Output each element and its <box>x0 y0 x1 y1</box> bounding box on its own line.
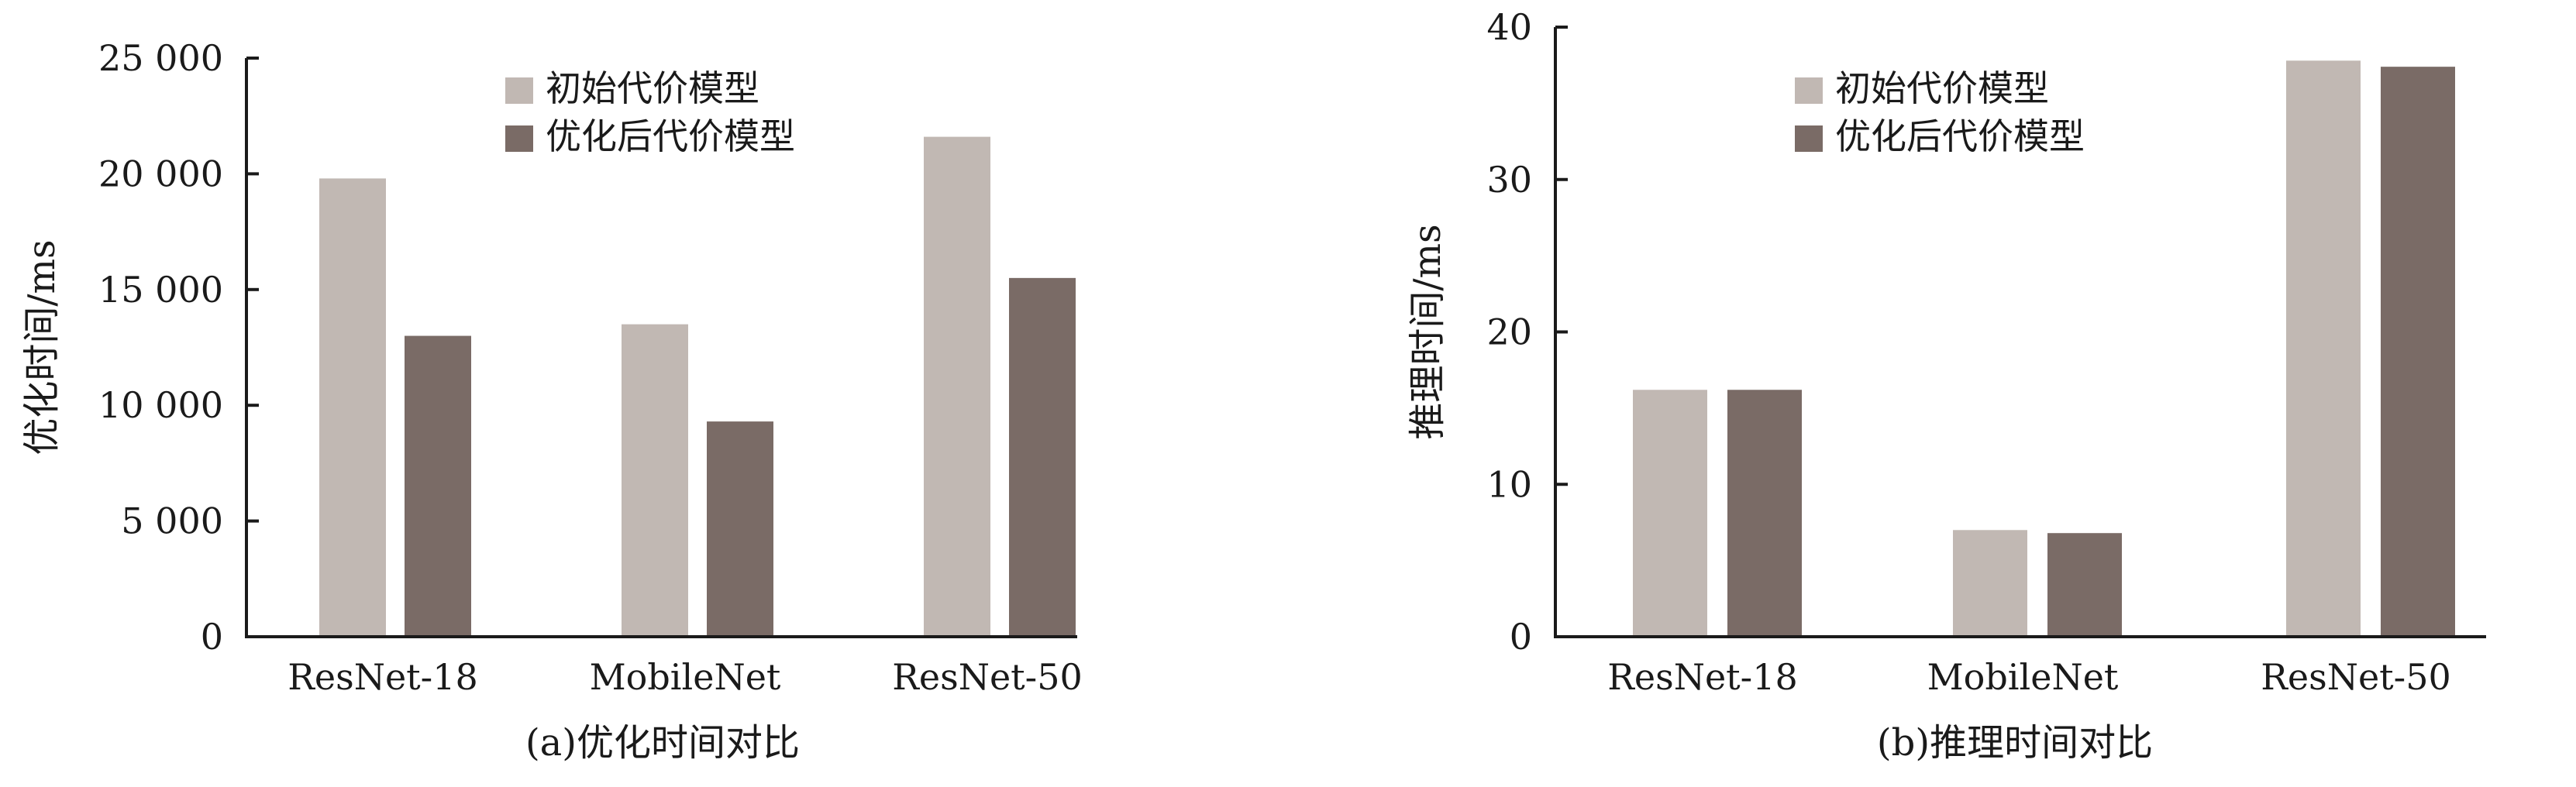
chart-inference-time: 0 10 20 30 40 推理时间/ms ResNet-18 MobileNet ResNet… <box>1406 6 2486 765</box>
legend-swatch <box>1795 77 1823 104</box>
y-axis-label: 推理时间/ms <box>1406 224 1449 439</box>
legend-label: 优化后代价模型 <box>546 115 795 157</box>
chart-caption: (a)优化时间对比 <box>525 721 800 765</box>
chart-optimization-time: 0 5 000 10 000 15 000 20 000 25 000 优化时间/ms Res… <box>20 37 1083 765</box>
y-tick-label: 30 <box>1486 159 1532 201</box>
legend-swatch <box>505 77 533 104</box>
x-tick-label: ResNet-50 <box>892 656 1083 698</box>
y-tick-label: 10 000 <box>98 384 223 426</box>
bar-resnet-18-optimized <box>1727 390 1802 635</box>
x-tick-label: MobileNet <box>1927 656 2119 698</box>
legend-swatch <box>1795 125 1823 152</box>
y-tick-label: 10 <box>1486 463 1532 505</box>
y-tick-label: 0 <box>201 616 223 658</box>
x-tick-label: ResNet-18 <box>288 656 478 698</box>
bar-resnet-18-initial <box>1633 390 1707 635</box>
y-tick-label: 25 000 <box>98 37 223 79</box>
bar-mobilenet-initial <box>1953 530 2027 635</box>
bar-resnet-18-initial <box>319 178 386 636</box>
bar-mobilenet-initial <box>622 324 688 635</box>
bar-resnet-50-optimized <box>1009 277 1076 635</box>
x-tick-label: ResNet-18 <box>1607 656 1798 698</box>
legend-label: 初始代价模型 <box>1835 67 2049 109</box>
legend-label: 优化后代价模型 <box>1835 115 2085 157</box>
y-tick-label: 20 <box>1486 311 1532 353</box>
y-tick-label: 40 <box>1486 6 1532 48</box>
chart-caption: (b)推理时间对比 <box>1877 721 2153 765</box>
bar-resnet-50-initial <box>924 136 990 636</box>
bar-resnet-50-initial <box>2286 60 2361 635</box>
y-tick-label: 5 000 <box>121 500 223 542</box>
bar-resnet-18-optimized <box>405 335 471 635</box>
bar-resnet-50-optimized <box>2381 67 2455 635</box>
y-tick-label: 0 <box>1510 616 1532 658</box>
y-tick-label: 15 000 <box>98 269 223 311</box>
legend-label: 初始代价模型 <box>546 67 759 109</box>
bar-mobilenet-optimized <box>707 421 773 635</box>
y-tick-label: 20 000 <box>98 153 223 194</box>
legend-swatch <box>505 125 533 152</box>
y-axis-label: 优化时间/ms <box>20 239 64 455</box>
x-tick-label: ResNet-50 <box>2261 656 2451 698</box>
x-tick-label: MobileNet <box>590 656 781 698</box>
bar-mobilenet-optimized <box>2047 533 2122 635</box>
